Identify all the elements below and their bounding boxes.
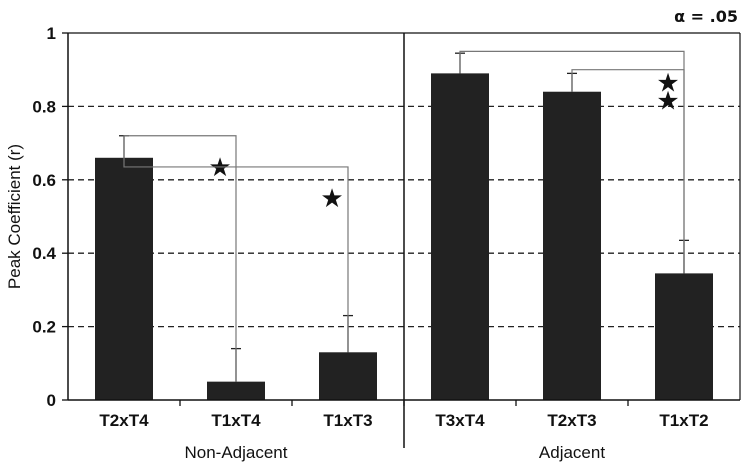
y-tick-label: 0.2 (32, 318, 56, 337)
bar-T3xT4 (431, 73, 489, 401)
significance-brackets: ★★★★ (123, 50, 685, 382)
y-tick-label: 1 (47, 24, 56, 43)
y-axis-label: Peak Coefficient (r) (5, 144, 24, 289)
y-tick-label: 0.6 (32, 171, 56, 190)
group-label: Adjacent (539, 443, 605, 462)
significance-star: ★ (208, 153, 231, 183)
bars-layer (95, 52, 713, 401)
y-tick-label: 0.8 (32, 97, 56, 116)
bar-T1xT4 (207, 381, 265, 400)
significance-star: ★ (656, 87, 679, 117)
x-tick-label: T1xT3 (323, 411, 372, 430)
x-tick-label: T1xT4 (211, 411, 261, 430)
significance-bracket (459, 50, 685, 274)
labels-layer: 0 0.2 0.4 0.6 0.8 1 T2xT4 T1xT4 T1xT3 T3xT4 T2xT3 T… (5, 7, 738, 462)
y-tick-label: 0.4 (32, 244, 56, 263)
x-tick-label: T1xT2 (659, 411, 708, 430)
significance-star: ★ (320, 184, 343, 214)
bar-T1xT3 (319, 352, 377, 400)
bar-T2xT4 (95, 157, 153, 400)
significance-bracket (123, 135, 237, 382)
x-tick-label: T2xT3 (547, 411, 596, 430)
significance-star: ★ (656, 68, 679, 98)
x-tick-label: T3xT4 (435, 411, 485, 430)
bar-T1xT2 (655, 273, 713, 400)
alpha-annotation: α = .05 (674, 7, 738, 26)
significance-bracket (123, 157, 349, 353)
bar-T2xT3 (543, 91, 601, 400)
axes-layer (62, 32, 741, 448)
group-label: Non-Adjacent (184, 443, 287, 462)
y-tick-label: 0 (47, 391, 56, 410)
x-tick-label: T2xT4 (99, 411, 149, 430)
